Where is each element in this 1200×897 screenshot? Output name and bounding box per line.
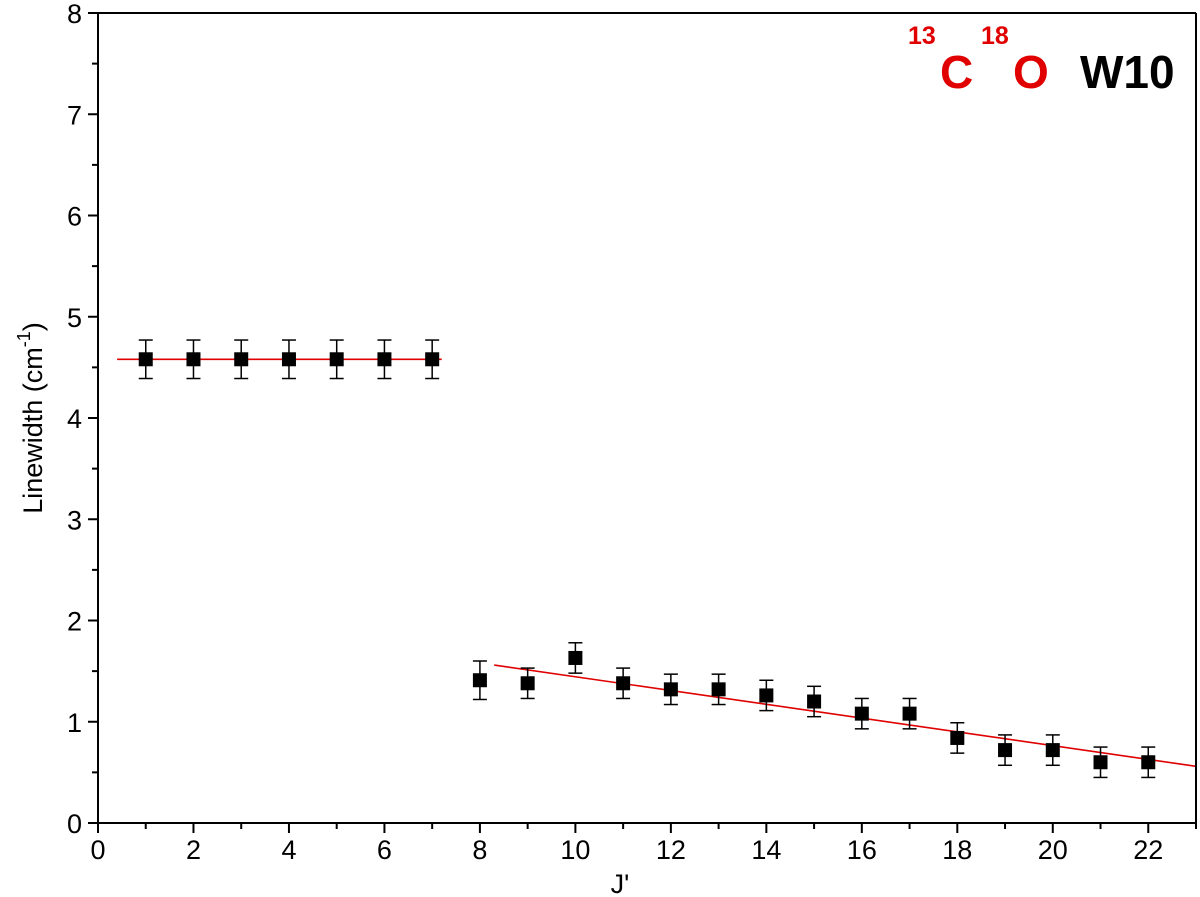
data-point <box>425 352 440 367</box>
tick-marks <box>88 12 1197 833</box>
x-tick-label: 20 <box>1038 835 1068 865</box>
y-tick-label: 6 <box>67 202 82 232</box>
data-point <box>711 682 726 697</box>
x-tick-label: 10 <box>560 835 590 865</box>
annotation-label-w10: W10 <box>1080 46 1175 98</box>
x-axis-title: J' <box>611 869 630 897</box>
data-point <box>472 673 487 688</box>
annotation-atom-o: O <box>1013 46 1049 98</box>
x-tick-label: 6 <box>377 835 392 865</box>
x-tick-label: 2 <box>186 835 201 865</box>
axes <box>97 12 1197 824</box>
data-point <box>854 706 869 721</box>
data-point <box>663 682 678 697</box>
y-tick-label: 5 <box>67 303 82 333</box>
x-tick-label: 22 <box>1133 835 1163 865</box>
data-points <box>138 352 1156 770</box>
x-tick-label: 18 <box>942 835 972 865</box>
x-tick-label: 0 <box>90 835 105 865</box>
data-point <box>377 352 392 367</box>
data-point <box>1093 755 1108 770</box>
annotation-sup-13: 13 <box>908 22 936 50</box>
data-point <box>186 352 201 367</box>
data-point <box>1141 755 1156 770</box>
data-point <box>520 676 535 691</box>
y-tick-label: 3 <box>67 505 82 535</box>
error-bars <box>138 339 1156 779</box>
annotation-sup-18: 18 <box>981 22 1009 50</box>
x-tick-label: 16 <box>847 835 877 865</box>
data-point <box>138 352 153 367</box>
y-axis-title-close: ) <box>18 322 48 331</box>
data-point <box>998 743 1013 758</box>
data-point <box>902 706 917 721</box>
annotation-atom-c: C <box>940 46 973 98</box>
x-tick-label: 14 <box>751 835 781 865</box>
x-tick-label: 8 <box>472 835 487 865</box>
y-tick-label: 1 <box>67 708 82 738</box>
data-point <box>807 694 822 709</box>
data-point <box>568 650 583 665</box>
fit-lines <box>117 358 1197 768</box>
data-point <box>759 688 774 703</box>
data-point <box>329 352 344 367</box>
data-point <box>281 352 296 367</box>
isotope-annotation: 13 C 18 O W10 <box>908 22 1175 98</box>
y-tick-label: 0 <box>67 809 82 839</box>
y-tick-label: 7 <box>67 100 82 130</box>
y-axis-title-sup: -1 <box>14 331 34 347</box>
y-tick-label: 2 <box>67 607 82 637</box>
y-axis-title: Linewidth (cm-1) <box>14 322 48 514</box>
x-tick-label: 4 <box>281 835 296 865</box>
data-point <box>950 730 965 745</box>
y-tick-label: 4 <box>67 404 82 434</box>
data-point <box>234 352 249 367</box>
x-tick-label: 12 <box>656 835 686 865</box>
fit-line <box>494 664 1197 768</box>
y-tick-label: 8 <box>67 0 82 29</box>
data-point <box>616 676 631 691</box>
data-point <box>1045 743 1060 758</box>
y-axis-title-main: Linewidth (cm <box>18 347 48 514</box>
